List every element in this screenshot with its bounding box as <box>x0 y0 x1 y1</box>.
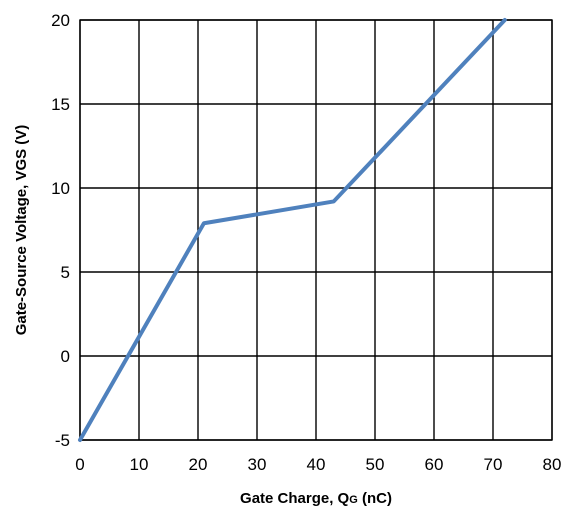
x-tick-label: 50 <box>366 455 385 474</box>
x-axis-title: Gate Charge, QG (nC) <box>240 490 392 507</box>
y-tick-label: 15 <box>51 95 70 114</box>
x-axis-tick-labels: 0 10 20 30 40 50 60 70 80 <box>75 455 561 474</box>
series-layer <box>78 18 507 442</box>
x-axis-title-subscript: G <box>349 494 358 506</box>
x-tick-label: 60 <box>425 455 444 474</box>
y-axis-title: Gate-Source Voltage, VGS (V) <box>13 125 30 336</box>
x-axis-title-suffix: (nC) <box>358 490 392 507</box>
x-tick-label: 0 <box>75 455 84 474</box>
x-axis-title-main: Gate Charge, Q <box>240 490 350 507</box>
y-tick-label: 10 <box>51 179 70 198</box>
x-tick-label: 20 <box>189 455 208 474</box>
grid-layer <box>79 19 553 441</box>
y-tick-label: 5 <box>61 263 70 282</box>
x-tick-label: 70 <box>484 455 503 474</box>
x-tick-label: 10 <box>130 455 149 474</box>
y-tick-label: 0 <box>61 347 70 366</box>
series-line <box>78 18 507 442</box>
y-tick-label: -5 <box>55 431 70 450</box>
y-axis-tick-labels: -5 0 5 10 15 20 <box>51 11 70 450</box>
y-tick-label: 20 <box>51 11 70 30</box>
x-tick-label: 40 <box>307 455 326 474</box>
x-tick-label: 80 <box>543 455 562 474</box>
x-tick-label: 30 <box>248 455 267 474</box>
plot-area-border <box>79 19 553 441</box>
